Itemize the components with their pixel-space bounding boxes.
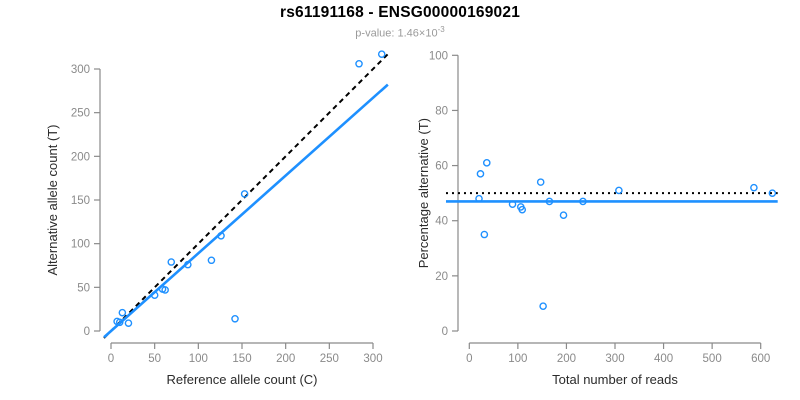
y-axis-title: Percentage alternative (T) — [416, 118, 431, 268]
data-point — [231, 314, 239, 323]
data-point — [476, 170, 485, 178]
x-tick-label: 300 — [363, 353, 382, 365]
x-tick-label: 0 — [108, 353, 114, 365]
fit-line — [103, 83, 389, 339]
data-point — [124, 319, 133, 327]
data-point — [184, 260, 192, 269]
y-tick-label: 250 — [71, 108, 90, 120]
y-tick-label: 40 — [435, 216, 448, 228]
y-tick-label: 100 — [71, 239, 90, 251]
y-tick-label: 60 — [435, 161, 448, 173]
y-tick-label: 0 — [84, 326, 90, 338]
y-tick-label: 20 — [435, 271, 448, 283]
pvalue-exponent: -3 — [437, 25, 445, 34]
data-point — [355, 59, 363, 68]
data-point — [508, 200, 517, 208]
allele-count-scatter: 0 50 100 150 200 250 300 0 50 100 150 200 250 300 Refe… — [45, 50, 389, 387]
y-tick-label: 80 — [435, 105, 448, 117]
data-point — [167, 258, 176, 266]
data-point — [150, 291, 159, 299]
data-point — [480, 230, 489, 239]
x-tick-label: 0 — [466, 353, 472, 365]
y-tick-label: 200 — [71, 151, 90, 163]
y-tick-label: 0 — [442, 326, 448, 338]
data-point — [559, 211, 568, 220]
chart-title: rs61191168 - ENSG00000169021 — [279, 4, 521, 21]
data-point — [207, 256, 216, 265]
x-tick-label: 500 — [703, 353, 722, 365]
data-point — [518, 205, 527, 214]
x-tick-label: 200 — [276, 353, 295, 365]
data-point — [377, 50, 386, 58]
data-point — [217, 232, 225, 240]
x-tick-label: 100 — [189, 353, 208, 365]
percentage-alternative-scatter: 0 20 40 60 80 100 0 100 200 300 400 500 600 Total num… — [416, 50, 778, 387]
data-point — [118, 308, 127, 317]
x-tick-label: 150 — [232, 353, 251, 365]
data-point — [615, 186, 623, 195]
x-axis-title: Reference allele count (C) — [166, 372, 317, 387]
chart-header: rs61191168 - ENSG00000169021 p-value: 1.… — [0, 4, 800, 40]
data-point — [475, 194, 483, 203]
data-point — [536, 178, 545, 186]
x-tick-label: 100 — [508, 353, 527, 365]
data-point — [240, 190, 249, 198]
y-tick-label: 100 — [429, 50, 448, 62]
y-axis-title: Alternative allele count (T) — [45, 124, 60, 275]
x-tick-label: 50 — [148, 353, 161, 365]
data-point — [750, 183, 758, 192]
x-tick-label: 400 — [654, 353, 673, 365]
pvalue-text: p-value: 1.46×10 — [355, 27, 438, 40]
chart-subtitle: p-value: 1.46×10-3 — [0, 25, 800, 40]
y-tick-label: 300 — [71, 64, 90, 76]
x-tick-label: 600 — [751, 353, 770, 365]
data-point — [768, 189, 777, 197]
x-axis-title: Total number of reads — [552, 372, 678, 387]
x-tick-label: 300 — [605, 353, 624, 365]
y-tick-label: 150 — [71, 195, 90, 207]
y-tick-label: 50 — [77, 282, 90, 294]
data-point — [482, 159, 491, 167]
data-point — [539, 302, 547, 310]
data-point — [115, 318, 124, 327]
data-point — [545, 197, 554, 206]
x-tick-label: 200 — [557, 353, 576, 365]
x-tick-label: 250 — [320, 353, 339, 365]
data-point — [161, 286, 169, 294]
data-point — [579, 197, 587, 206]
